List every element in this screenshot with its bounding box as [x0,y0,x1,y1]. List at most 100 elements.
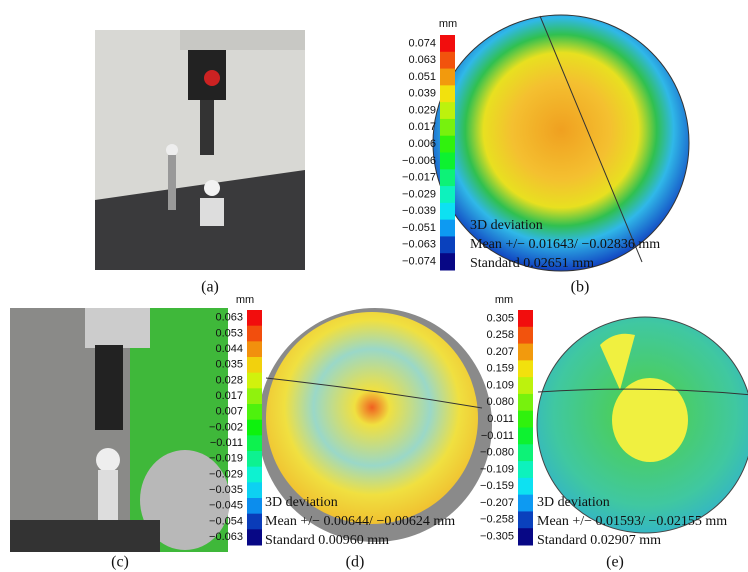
panel-label: (b) [571,279,590,296]
colorbar-tick: −0.011 [481,430,514,442]
colorbar-segment [440,119,455,136]
colorbar-tick: 0.207 [486,346,514,358]
colorbar-segment [518,411,533,428]
colorbar-segment [518,444,533,461]
annotation: Standard 0.02651 mm [470,256,594,271]
colorbar-segment [247,514,262,530]
colorbar-segment [247,529,262,545]
colorbar-tick: 0.051 [408,71,436,83]
colorbar-tick: 0.044 [215,343,243,355]
colorbar-segment [247,373,262,389]
unit-label: mm [236,294,254,306]
colorbar-tick: −0.051 [402,222,436,234]
colorbar-tick: 0.063 [408,54,436,66]
colorbar-tick: −0.207 [480,497,514,509]
high-region [612,378,688,462]
colorbar-tick: 0.006 [408,138,436,150]
colorbar-tick: −0.019 [209,453,243,465]
colorbar-tick: 0.039 [408,88,436,100]
colorbar-segment [440,153,455,170]
colorbar-segment [247,498,262,514]
colorbar-tick: 0.159 [486,363,514,375]
colorbar-tick: −0.029 [402,188,436,200]
colorbar-segment [518,511,533,528]
colorbar-tick: −0.006 [402,155,436,167]
colorbar-segment [247,451,262,467]
colorbar-tick: −0.063 [402,239,436,251]
colorbar-tick: 0.074 [408,37,436,49]
colorbar-segment [440,35,455,52]
panel-label: (d) [346,554,365,571]
colorbar-tick: 0.258 [486,329,514,341]
annotation: Mean +/− 0.00644/ −0.00624 mm [265,514,455,529]
colorbar-segment [247,341,262,357]
panel-label: (a) [201,279,219,296]
colorbar-segment [247,404,262,420]
colorbar-tick: −0.002 [209,421,243,433]
annotation: Standard 0.02907 mm [537,533,661,548]
annotation: 3D deviation [537,495,610,510]
photo-c [10,308,230,552]
colorbar-segment [440,136,455,153]
colorbar-segment [518,394,533,411]
colorbar-segment [440,186,455,203]
colorbar-tick: 0.109 [486,379,514,391]
colorbar-tick: 0.305 [486,312,514,324]
colorbar-tick: 0.080 [486,396,514,408]
colorbar-segment [518,478,533,495]
colorbar-segment [518,428,533,445]
colorbar-tick: 0.035 [215,359,243,371]
colorbar-tick: 0.028 [215,374,243,386]
unit-label: mm [495,294,513,306]
colorbar-segment [247,310,262,326]
colorbar-segment [440,236,455,253]
colorbar-tick: −0.045 [209,500,243,512]
colorbar-segment [440,169,455,186]
annotation: Mean +/− 0.01593/ −0.02155 mm [537,514,727,529]
colorbar-segment [247,435,262,451]
colorbar-segment [518,528,533,545]
colorbar-tick: 0.053 [215,327,243,339]
colorbar-tick: −0.074 [402,256,436,268]
colorbar-segment [518,461,533,478]
colorbar-tick: 0.011 [487,413,514,425]
annotation: 3D deviation [265,495,338,510]
colorbar-tick: 0.007 [215,406,243,418]
unit-label: mm [439,18,457,30]
colorbar-tick: −0.011 [210,437,243,449]
colorbar-tick: −0.159 [480,480,514,492]
colorbar-segment [247,357,262,373]
colorbar-tick: −0.080 [480,447,514,459]
colorbar-tick: −0.305 [480,531,514,543]
colorbar-tick: −0.035 [209,484,243,496]
colorbar-segment [440,85,455,102]
colorbar-tick: 0.017 [408,121,436,133]
colorbar-segment [518,377,533,394]
annotation: Mean +/− 0.01643/ −0.02836 mm [470,237,660,252]
colorbar-segment [440,220,455,237]
colorbar-segment [518,344,533,361]
panel-label: (c) [111,554,129,571]
colorbar-segment [247,326,262,342]
colorbar-segment [518,310,533,327]
annotation: Standard 0.00960 mm [265,533,389,548]
colorbar-segment [518,327,533,344]
colorbar-tick: −0.017 [402,172,436,184]
colorbar-tick: −0.039 [402,205,436,217]
colorbar-segment [440,203,455,220]
figure: (a)(b)mm0.0740.0630.0510.0390.0290.0170.… [0,0,748,572]
colorbar-tick: −0.063 [209,531,243,543]
colorbar-segment [518,495,533,512]
colorbar-tick: −0.109 [480,463,514,475]
colorbar-segment [440,69,455,86]
colorbar-segment [440,52,455,69]
panel-label: (e) [606,554,624,571]
colorbar-tick: −0.054 [209,515,243,527]
deviation-map-d [266,312,478,524]
annotation: 3D deviation [470,218,543,233]
colorbar-segment [247,420,262,436]
colorbar-tick: 0.029 [408,104,436,116]
colorbar-segment [440,102,455,119]
colorbar-segment [247,482,262,498]
colorbar-segment [247,388,262,404]
